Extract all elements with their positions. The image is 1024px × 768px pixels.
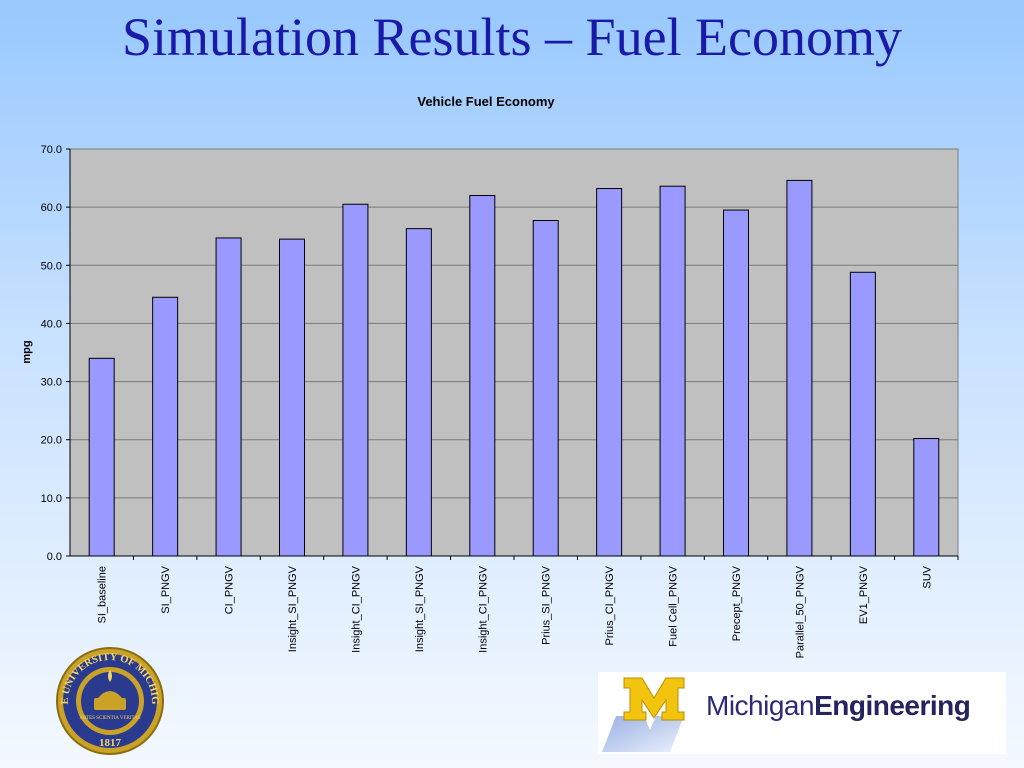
bar	[532, 220, 559, 557]
bar-chart: Vehicle Fuel Economy mpg 0.0 10.0 20.0 30.0…	[21, 94, 959, 658]
x-tick-label: Insight_SI_PNGV	[414, 565, 426, 652]
x-tick-label: Prius_SI_PNGV	[541, 565, 553, 645]
x-tick-label: Insight_CI_PNGV	[350, 565, 362, 652]
y-tick-label: 70.0	[41, 144, 62, 156]
x-axis-ticks: SI_baseline SI_PNGV CI_PNGV Insight_SI_PNGV…	[97, 556, 959, 658]
x-tick-label: Insight_CI_PNGV	[477, 565, 489, 652]
y-tick-label: 30.0	[41, 377, 62, 389]
x-tick-label: Precept_PNGV	[731, 565, 743, 641]
y-axis-ticks: 0.0 10.0 20.0 30.0 40.0 50.0 60.0 70.0	[41, 144, 70, 563]
x-tick-label: Fuel Cell_PNGV	[668, 565, 680, 646]
y-tick-label: 0.0	[47, 551, 62, 563]
x-tick-label: SI_PNGV	[160, 565, 172, 613]
x-tick-label: Prius_CI_PNGV	[604, 565, 616, 645]
slide-title: Simulation Results – Fuel Economy	[122, 7, 902, 67]
bar	[215, 237, 242, 557]
y-tick-label: 20.0	[41, 435, 62, 447]
seal-motto: ARTES SCIENTIA VERITAS	[79, 716, 140, 721]
plot-area	[69, 148, 959, 557]
bar	[405, 228, 432, 557]
x-tick-label: Insight_SI_PNGV	[287, 565, 299, 652]
y-tick-label: 10.0	[41, 493, 62, 505]
x-tick-label: SI_baseline	[97, 566, 109, 624]
block-m-logo: M	[602, 677, 685, 752]
bar	[786, 179, 813, 557]
michigan-engineering-wordmark: MichiganEngineering	[706, 690, 971, 722]
bar	[723, 209, 749, 557]
bar	[152, 296, 179, 557]
x-tick-label: EV1_PNGV	[858, 565, 870, 624]
bar	[469, 195, 496, 557]
bar	[342, 203, 369, 557]
y-tick-label: 50.0	[41, 260, 62, 272]
x-tick-label: CI_PNGV	[224, 565, 236, 614]
bar	[88, 357, 115, 557]
chart-title: Vehicle Fuel Economy	[417, 94, 555, 109]
bar	[913, 438, 940, 557]
y-tick-label: 60.0	[41, 202, 62, 214]
bar	[849, 271, 876, 557]
seal-year: 1817	[99, 737, 122, 749]
bar	[279, 238, 305, 557]
x-tick-label: Parallel_50_PNGV	[794, 565, 806, 658]
bars	[88, 179, 940, 557]
wordmark-michigan: Michigan	[706, 690, 815, 721]
university-seal-logo: THE UNIVERSITY OF MICHIGAN 1817 ARTES SC…	[54, 646, 164, 755]
wordmark-engineering: Engineering	[814, 690, 971, 721]
y-axis-label: mpg	[21, 340, 33, 363]
x-tick-label: SUV	[921, 565, 933, 588]
bar	[659, 185, 686, 557]
block-m-letter: M	[654, 701, 655, 703]
bar	[596, 188, 623, 557]
y-tick-label: 40.0	[41, 318, 62, 330]
